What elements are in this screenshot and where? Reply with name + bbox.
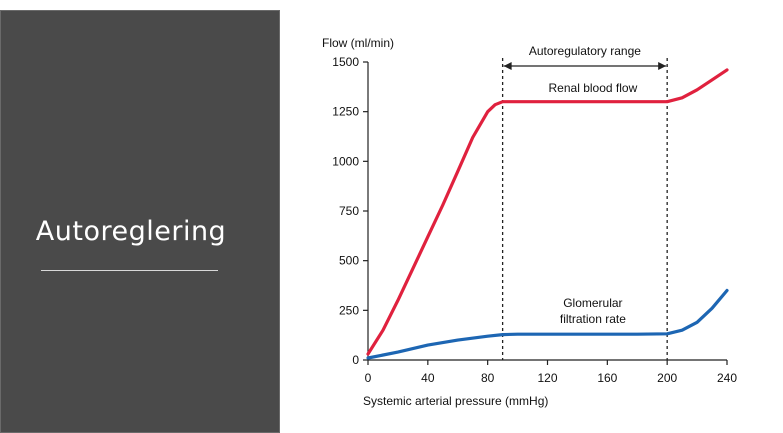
x-tick-label: 240 xyxy=(717,371,737,385)
x-tick-label: 40 xyxy=(421,371,435,385)
range-arrow-right-head xyxy=(658,62,667,70)
series-label-renal-blood-flow: Renal blood flow xyxy=(549,81,638,95)
slide-title: Autoreglering xyxy=(35,216,227,247)
series-label-gfr-line2: filtration rate xyxy=(560,312,626,326)
series-line-gfr xyxy=(366,288,729,360)
y-tick-label: 500 xyxy=(339,254,359,268)
y-tick-label: 750 xyxy=(339,204,359,218)
chart-labels: Flow (ml/min) Systemic arterial pressure … xyxy=(322,36,647,408)
y-tick-label: 1250 xyxy=(332,105,359,119)
x-tick-label: 0 xyxy=(365,371,372,385)
y-axis-title: Flow (ml/min) xyxy=(322,36,394,50)
x-tick-label: 80 xyxy=(481,371,495,385)
range-label-backdrop xyxy=(522,43,647,59)
y-tick-label: 1000 xyxy=(332,154,359,168)
range-label: Autoregulatory range xyxy=(529,44,641,58)
range-arrow-left-head xyxy=(503,62,512,70)
title-panel: Autoreglering xyxy=(0,10,280,433)
series-label-gfr-line1: Glomerular xyxy=(563,296,622,310)
y-tick-label: 0 xyxy=(352,353,359,367)
series-line-renal-blood-flow xyxy=(366,68,729,356)
y-tick-label: 1500 xyxy=(332,55,359,69)
x-axis-title: Systemic arterial pressure (mmHg) xyxy=(363,394,548,408)
chart-marks xyxy=(366,58,729,360)
title-underline xyxy=(41,270,218,271)
chart-axes: 0 250 500 750 1000 1250 1500 0 40 80 120 160 200 240 xyxy=(332,55,737,385)
x-tick-label: 200 xyxy=(657,371,677,385)
x-tick-label: 160 xyxy=(597,371,617,385)
x-tick-label: 120 xyxy=(537,371,557,385)
y-tick-label: 250 xyxy=(339,303,359,317)
